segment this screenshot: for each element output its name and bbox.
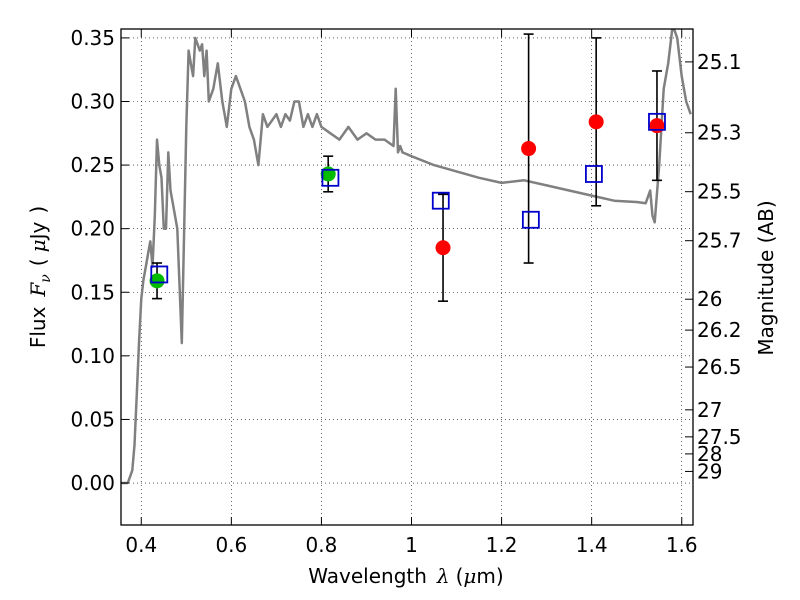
- y-tick-label: 0.15: [70, 280, 115, 304]
- data-point-circle: [149, 273, 165, 289]
- y2-tick-label: 29: [697, 459, 722, 483]
- data-point-square: [431, 191, 450, 210]
- y2-tick-label: 27.5: [697, 425, 742, 449]
- y2-tick-label: 25.1: [697, 50, 742, 74]
- y2-tick-label: 26: [697, 287, 722, 311]
- y2-tick-label: 28: [697, 442, 722, 466]
- data-point-circle: [521, 141, 537, 157]
- x-tick-label: 0.6: [215, 533, 247, 557]
- data-point-square: [521, 210, 540, 229]
- y2-axis-label: Magnitude (AB): [754, 200, 778, 355]
- y-tick-label: 0.25: [70, 153, 115, 177]
- model-spectrum-line: [126, 29, 692, 484]
- y-axis-label: FluxFν(μJy): [26, 206, 54, 348]
- y-tick-label: 0.20: [70, 217, 115, 241]
- y2-tick-label: 26.5: [697, 355, 742, 379]
- x-tick-label: 1.2: [486, 533, 518, 557]
- data-point-square: [585, 165, 603, 183]
- y2-tick-label: 25.5: [697, 180, 742, 204]
- x-tick-label: 1: [405, 533, 418, 557]
- data-point-circle: [588, 114, 604, 130]
- y2-tick-label: 25.3: [697, 121, 742, 145]
- data-point-square: [321, 168, 340, 187]
- axis-ticks: 0.4 0.6 0.8 1 1.2 1.4 1.6 0.00 0.05 0.10 0.15 0.20 0…: [70, 26, 741, 557]
- y-tick-label: 0.35: [70, 26, 115, 50]
- x-tick-label: 1.4: [576, 533, 608, 557]
- data-point-circle: [435, 240, 451, 256]
- model-spectrum-layer: [121, 29, 692, 485]
- x-tick-label: 1.6: [666, 533, 698, 557]
- y2-tick-label: 27: [697, 398, 722, 422]
- x-tick-label: 0.4: [125, 533, 157, 557]
- grid-lines: [121, 29, 693, 525]
- y-tick-label: 0.05: [70, 407, 115, 431]
- plot-frame: [120, 28, 694, 526]
- x-axis-label: Wavelength λ (μm): [308, 564, 503, 588]
- y-tick-label: 0.10: [70, 344, 115, 368]
- y-tick-label: 0.00: [70, 471, 115, 495]
- data-points-layer: [149, 33, 666, 302]
- x-tick-label: 0.8: [306, 533, 338, 557]
- data-point-square: [648, 112, 666, 131]
- data-point-square: [150, 265, 169, 284]
- y2-tick-label: 26.2: [697, 318, 742, 342]
- y-tick-label: 0.30: [70, 89, 115, 113]
- y2-tick-label: 25.7: [697, 229, 742, 253]
